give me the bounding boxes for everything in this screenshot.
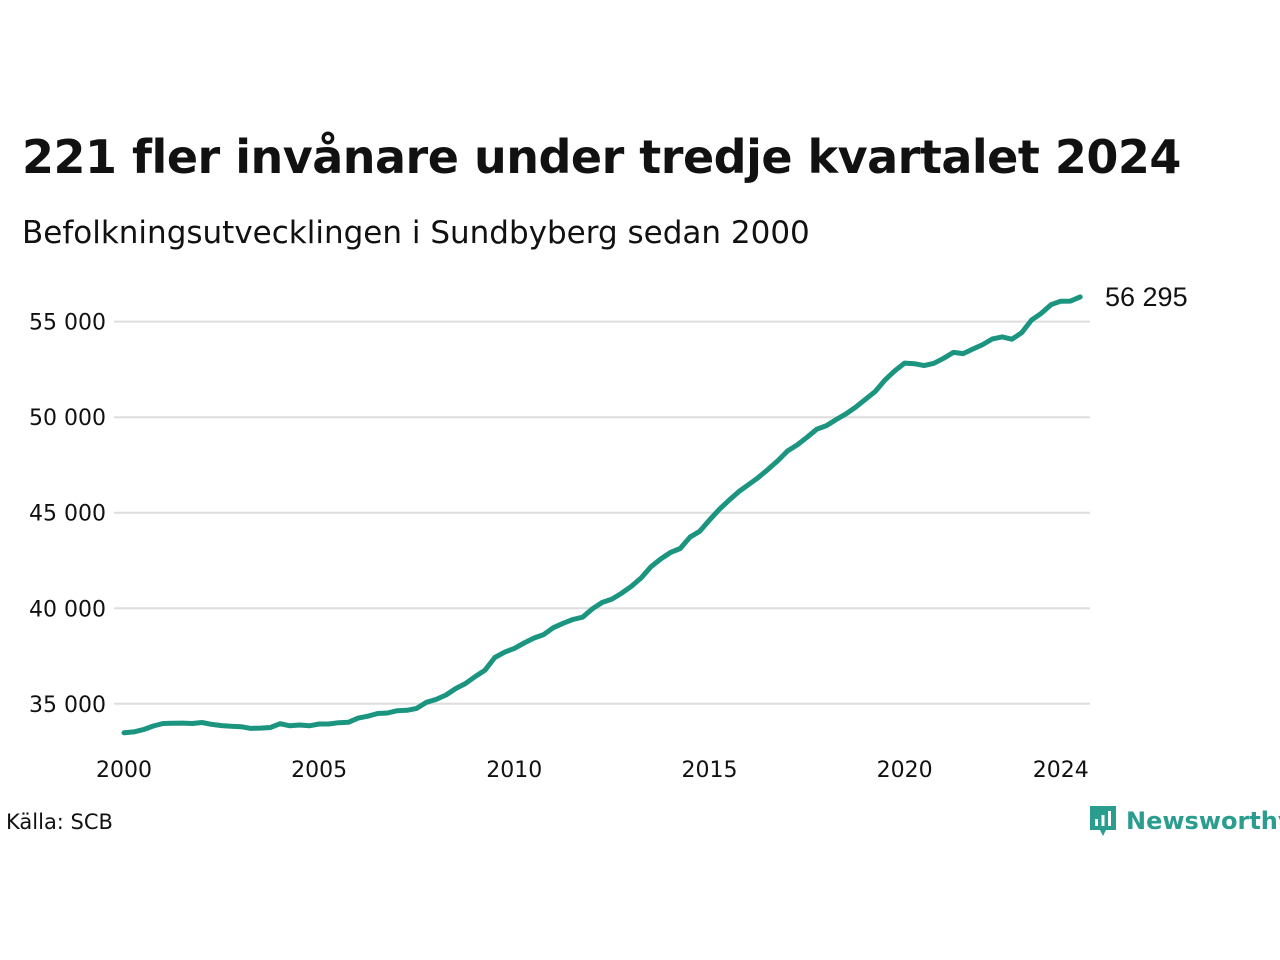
x-tick-label: 2000 bbox=[96, 758, 152, 783]
end-label-layer: 56 295 bbox=[1105, 282, 1188, 312]
series-line-0 bbox=[121, 294, 1083, 736]
y-tick-label: 55 000 bbox=[29, 311, 106, 336]
y-axis-labels: 35 000 40 000 45 000 50 000 55 000 bbox=[29, 311, 106, 718]
source-note: Källa: SCB bbox=[6, 810, 113, 834]
x-tick-label: 2015 bbox=[681, 758, 737, 783]
y-tick-label: 50 000 bbox=[29, 406, 106, 431]
series-layer bbox=[121, 294, 1083, 736]
y-tick-label: 35 000 bbox=[29, 693, 106, 718]
brand-logo: Newsworthy bbox=[1088, 804, 1280, 838]
chart-subtitle: Befolkningsutvecklingen i Sundbyberg sed… bbox=[22, 215, 810, 251]
newsworthy-icon bbox=[1090, 806, 1116, 836]
y-tick-label: 40 000 bbox=[29, 597, 106, 622]
chart-title: 221 fler invånare under tredje kvartalet… bbox=[22, 130, 1181, 184]
end-value-label: 56 295 bbox=[1105, 282, 1188, 312]
x-tick-label: 2010 bbox=[486, 758, 542, 783]
x-tick-label: 2005 bbox=[291, 758, 347, 783]
brand-name: Newsworthy bbox=[1126, 807, 1280, 835]
y-tick-label: 45 000 bbox=[29, 502, 106, 527]
x-tick-label: 2024 bbox=[1033, 758, 1089, 783]
x-axis-labels: 2000 2005 2010 2015 2020 2024 bbox=[96, 758, 1089, 783]
x-tick-label: 2020 bbox=[877, 758, 933, 783]
gridlines bbox=[114, 320, 1090, 705]
